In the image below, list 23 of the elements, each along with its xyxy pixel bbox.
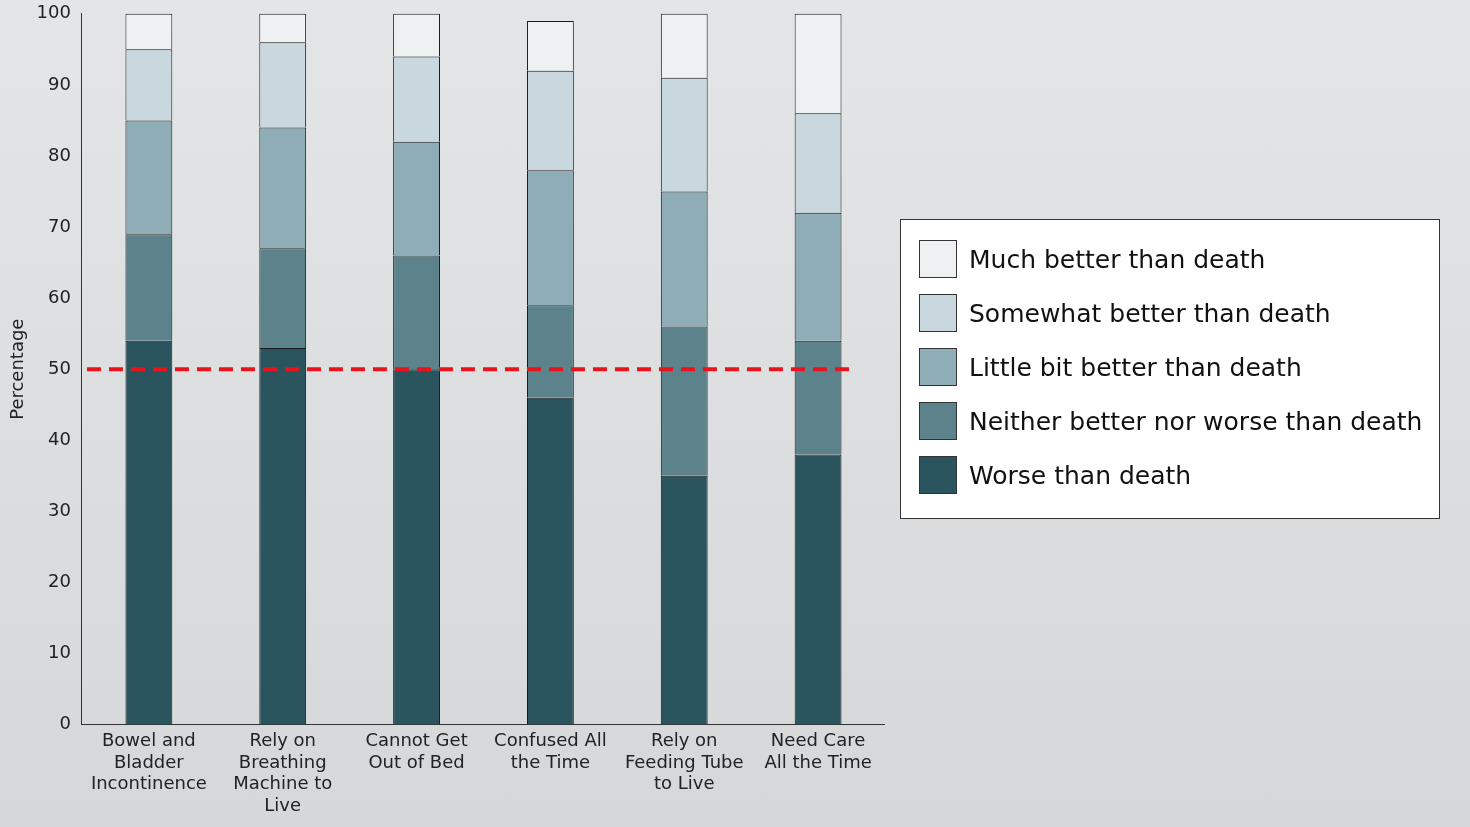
y-tick-label: 90 — [48, 72, 71, 94]
y-tick-label: 50 — [48, 356, 71, 378]
legend-label: Neither better nor worse than death — [969, 406, 1423, 436]
x-tick-label: Rely on Breathing Machine to Live — [233, 729, 333, 815]
y-axis-title: Percentage — [6, 318, 28, 420]
y-tick-label: 0 — [59, 712, 71, 734]
y-tick-label: 20 — [48, 570, 71, 592]
x-tick-label: Bowel and Bladder Incontinence — [90, 729, 207, 794]
x-tick-label: Need Care All the Time — [764, 729, 872, 772]
y-tick-label: 40 — [48, 427, 71, 449]
y-tick-label: 30 — [48, 499, 71, 521]
y-tick-label: 60 — [48, 285, 71, 307]
legend-label: Much better than death — [969, 244, 1266, 274]
y-tick-label: 80 — [48, 143, 71, 165]
legend-label: Little bit better than death — [969, 352, 1302, 382]
text: Worse than death — [969, 460, 1192, 490]
x-tick-label: Cannot Get Out of Bed — [365, 729, 468, 772]
y-tick-label: 10 — [48, 641, 71, 663]
y-tick-label: 70 — [48, 214, 71, 236]
legend-label: Somewhat better than death — [969, 298, 1331, 328]
x-tick-label: Rely on Feeding Tube to Live — [624, 729, 744, 794]
y-tick-label: 100 — [36, 1, 71, 23]
x-tick-label: Confused All the Time — [494, 729, 607, 772]
